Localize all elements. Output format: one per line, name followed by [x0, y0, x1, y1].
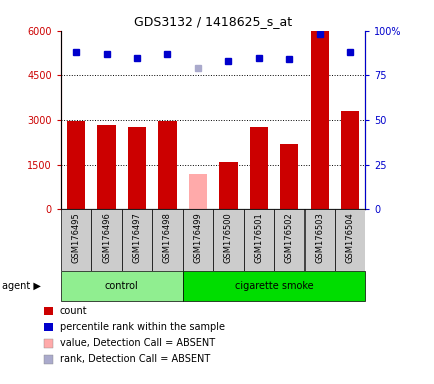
Bar	[304, 209, 334, 271]
Bar	[340, 111, 358, 209]
Text: GSM176503: GSM176503	[315, 212, 323, 263]
Text: GSM176498: GSM176498	[163, 212, 171, 263]
Bar	[61, 271, 182, 301]
Text: GSM176504: GSM176504	[345, 212, 354, 263]
Text: count: count	[59, 306, 87, 316]
Bar	[273, 209, 304, 271]
Bar	[152, 209, 182, 271]
Text: GSM176499: GSM176499	[193, 212, 202, 263]
Text: percentile rank within the sample: percentile rank within the sample	[59, 322, 224, 332]
Text: rank, Detection Call = ABSENT: rank, Detection Call = ABSENT	[59, 354, 209, 364]
Bar	[122, 209, 152, 271]
Bar	[243, 209, 273, 271]
Bar	[182, 271, 365, 301]
Title: GDS3132 / 1418625_s_at: GDS3132 / 1418625_s_at	[134, 15, 292, 28]
Bar	[61, 209, 91, 271]
Bar	[158, 121, 176, 209]
Bar	[219, 162, 237, 209]
Text: GSM176496: GSM176496	[102, 212, 111, 263]
Bar	[188, 174, 207, 209]
Text: cigarette smoke: cigarette smoke	[234, 281, 312, 291]
Text: value, Detection Call = ABSENT: value, Detection Call = ABSENT	[59, 338, 214, 348]
Bar	[279, 144, 298, 209]
Text: GSM176501: GSM176501	[254, 212, 263, 263]
Bar	[310, 31, 328, 209]
Text: GSM176495: GSM176495	[72, 212, 80, 263]
Text: control: control	[105, 281, 138, 291]
Bar	[67, 121, 85, 209]
Text: GSM176497: GSM176497	[132, 212, 141, 263]
Text: agent ▶: agent ▶	[2, 281, 41, 291]
Text: GSM176502: GSM176502	[284, 212, 293, 263]
Text: GSM176500: GSM176500	[224, 212, 232, 263]
Bar	[128, 127, 146, 209]
Bar	[334, 209, 365, 271]
Bar	[249, 127, 267, 209]
Bar	[213, 209, 243, 271]
Bar	[182, 209, 213, 271]
Bar	[91, 209, 122, 271]
Bar	[97, 125, 115, 209]
